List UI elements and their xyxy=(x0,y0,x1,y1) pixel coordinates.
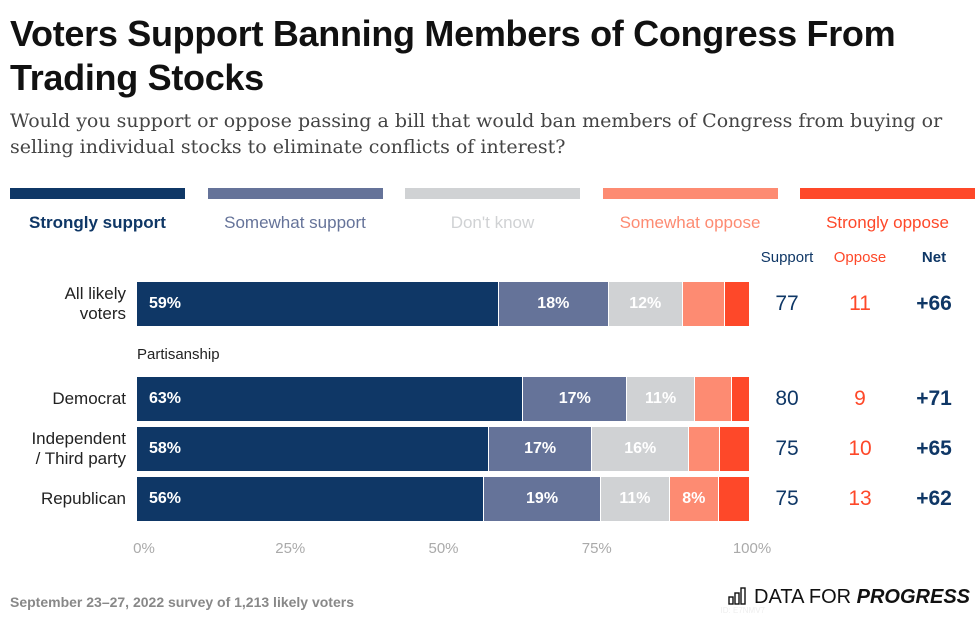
bar-segment: 58% xyxy=(137,427,490,471)
bar-segment: 16% xyxy=(592,427,690,471)
logo: DATA FOR PROGRESS xyxy=(728,586,970,609)
net-value: +71 xyxy=(916,387,952,410)
legend-item: Strongly oppose xyxy=(800,188,975,233)
x-tick-label: 100% xyxy=(732,540,772,557)
oppose-value: 9 xyxy=(854,387,866,410)
bar-segment xyxy=(719,427,750,471)
net-column-header: Net xyxy=(921,249,947,266)
bar-segment: 59% xyxy=(137,282,499,326)
support-value: 75 xyxy=(775,487,799,510)
bar-segment: 12% xyxy=(609,282,683,326)
legend-label: Don't know xyxy=(450,213,535,232)
support-value: 75 xyxy=(775,437,799,460)
legend-swatch xyxy=(602,188,778,199)
oppose-value: 10 xyxy=(848,437,872,460)
category-label-line: voters xyxy=(79,304,126,323)
bar-segment xyxy=(682,282,726,326)
category-label-line: Democrat xyxy=(52,389,126,408)
category-label: All likely voters xyxy=(0,284,126,324)
legend-swatch xyxy=(800,188,975,199)
category-label: Independent / Third party xyxy=(0,429,126,469)
category-label-line: / Third party xyxy=(35,449,126,468)
category-label-line: Independent xyxy=(31,429,126,448)
logo-text-light: DATA FOR xyxy=(754,586,852,608)
net-value: +65 xyxy=(916,437,952,460)
bar-segment: 11% xyxy=(601,477,670,521)
net-value: +66 xyxy=(916,292,952,315)
bar-segment xyxy=(719,477,750,521)
bar-segment: 56% xyxy=(137,477,484,521)
chart-title: Voters Support Banning Members of Congre… xyxy=(10,13,896,98)
bar-segment: 8% xyxy=(669,477,720,521)
legend-label: Strongly oppose xyxy=(826,213,949,232)
legend-swatch xyxy=(10,188,185,199)
chart-subtitle: Would you support or oppose passing a bi… xyxy=(10,110,943,158)
bar-segment xyxy=(731,377,750,421)
footer-note: September 23–27, 2022 survey of 1,213 li… xyxy=(10,594,354,610)
bar-segment: 17% xyxy=(523,377,628,421)
x-tick-label: 50% xyxy=(428,540,459,557)
bar-segment: 18% xyxy=(498,282,609,326)
bar-chart-logo-icon xyxy=(728,587,747,605)
category-label-line: All likely xyxy=(64,284,126,303)
bar-segment: 63% xyxy=(137,377,524,421)
chart-id: ID: E7NMV7 xyxy=(720,606,765,615)
legend-item: Strongly support xyxy=(10,188,185,233)
legend-item: Don't know xyxy=(405,188,580,233)
legend-swatch xyxy=(207,188,383,199)
legend-label: Somewhat support xyxy=(224,213,366,232)
support-value: 77 xyxy=(775,292,799,315)
x-tick-label: 25% xyxy=(275,540,306,557)
category-label-line: Republican xyxy=(40,489,126,508)
legend-swatch xyxy=(405,188,580,199)
bar-segment: 19% xyxy=(483,477,602,521)
legend-item: Somewhat support xyxy=(207,188,383,233)
oppose-value: 11 xyxy=(849,292,871,315)
x-tick-label: 75% xyxy=(581,540,612,557)
legend-item: Somewhat oppose xyxy=(602,188,778,233)
bar-segment xyxy=(725,282,750,326)
legend-label: Strongly support xyxy=(29,213,166,232)
category-label: Democrat xyxy=(0,389,126,409)
logo-text-bold: PROGRESS xyxy=(856,586,970,608)
oppose-column-header: Oppose xyxy=(833,249,887,266)
support-value: 80 xyxy=(775,387,799,410)
group-label: Partisanship xyxy=(137,346,220,363)
category-label: Republican xyxy=(0,489,126,509)
bar-segment: 11% xyxy=(627,377,695,421)
bar-segment xyxy=(689,427,720,471)
x-tick-label: 0% xyxy=(133,540,155,557)
bar-segment: 17% xyxy=(489,427,593,471)
legend-label: Somewhat oppose xyxy=(619,213,761,232)
bar-segment xyxy=(694,377,732,421)
net-value: +62 xyxy=(916,487,952,510)
oppose-value: 13 xyxy=(848,487,872,510)
support-column-header: Support xyxy=(760,249,814,266)
